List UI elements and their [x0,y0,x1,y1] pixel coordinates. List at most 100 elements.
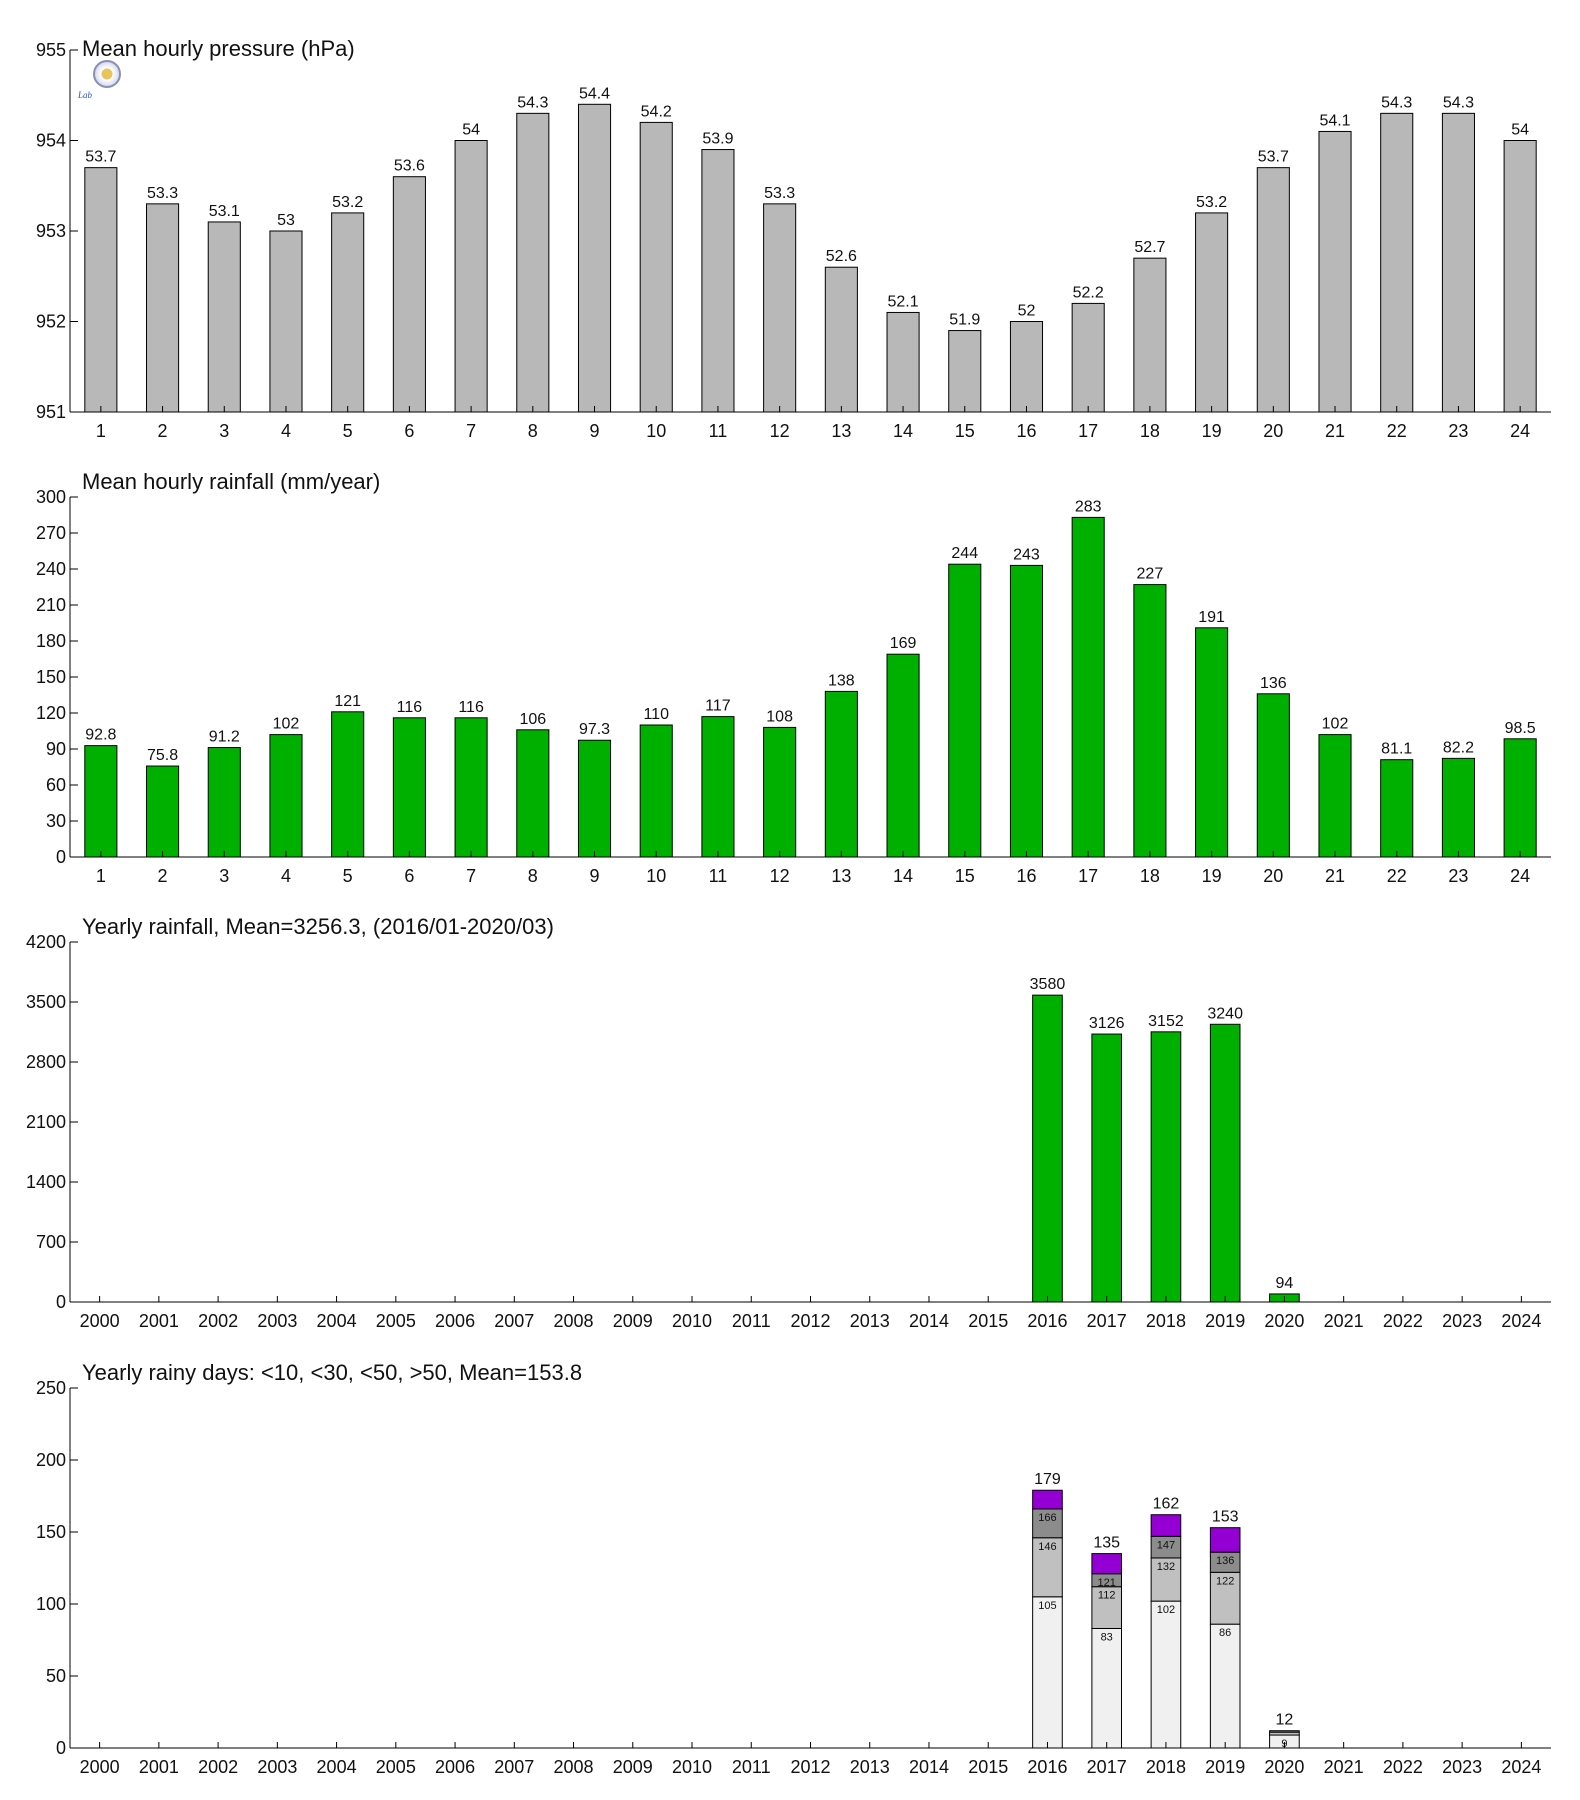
rainy-days-segment-label: 132 [1157,1561,1175,1573]
pressure-bar [824,266,858,413]
pressure-data-label: 54.3 [1443,94,1474,111]
hourly-rain-bar [207,747,241,858]
hourly-rain-data-label: 92.8 [85,727,116,744]
yearly-rain-data-label: 3152 [1148,1013,1184,1030]
rainy-days-xtick-label: 2010 [672,1757,712,1777]
rainy-days-segment [1032,1508,1063,1539]
pressure-data-label: 52.7 [1134,239,1165,256]
hourly-rain-data-label: 169 [890,635,917,652]
yearly-rain-xtick-label: 2021 [1324,1311,1364,1331]
hourly-rain-data-label: 116 [458,699,484,716]
pressure-xtick-label: 8 [528,421,538,441]
hourly-rain-ytick-label: 60 [46,775,66,795]
pressure-xtick-label: 20 [1263,421,1283,441]
pressure-ytick-label: 952 [36,312,66,332]
yearly-rain-xtick-label: 2004 [317,1311,357,1331]
pressure-bar [639,121,673,413]
rainy-days-xtick-label: 2024 [1501,1757,1541,1777]
hourly-rain-xtick-label: 10 [646,866,666,886]
pressure-data-label: 54.3 [1381,94,1412,111]
pressure-data-label: 53.2 [1196,194,1227,211]
hourly-rain-xtick-label: 2 [158,866,168,886]
yearly-rain-ytick-label: 1400 [26,1172,66,1192]
yearly-rain-data-label: 94 [1276,1275,1294,1292]
pressure-data-label: 53.3 [764,185,795,202]
hourly-rain-ytick-label: 0 [56,847,66,867]
hourly-rain-ytick-label: 180 [36,631,66,651]
pressure-xtick-label: 4 [281,421,291,441]
yearly-rain-xtick-label: 2009 [613,1311,653,1331]
yearly-rain-bar [1032,994,1063,1303]
hourly-rain-data-label: 191 [1198,609,1225,626]
hourly-rain-xtick-label: 14 [893,866,913,886]
pressure-data-label: 52.2 [1073,284,1104,301]
hourly-rain-bar [1256,693,1290,858]
pressure-xtick-label: 15 [955,421,975,441]
pressure-data-label: 53.1 [209,203,240,220]
rainy-days-xtick-label: 2004 [317,1757,357,1777]
hourly-rain-xtick-label: 23 [1448,866,1468,886]
yearly-rain-bar [1091,1033,1123,1303]
pressure-bar [146,203,180,413]
pressure-data-label: 53.7 [85,149,116,166]
rainy-days-xtick-label: 2018 [1146,1757,1186,1777]
yearly-rain-xtick-label: 2020 [1264,1311,1304,1331]
pressure-data-label: 54 [462,122,480,139]
pressure-xtick-label: 3 [219,421,229,441]
hourly-rain-bar [701,716,735,858]
hourly-rain-xtick-label: 18 [1140,866,1160,886]
pressure-bar [269,230,303,413]
rainy-days-segment-label: 122 [1216,1575,1234,1587]
rainy-days-segment-label: 83 [1101,1631,1113,1643]
rainy-days-xtick-label: 2013 [850,1757,890,1777]
yearly-rain-xtick-label: 2012 [790,1311,830,1331]
hourly-rain-xtick-label: 13 [831,866,851,886]
hourly-rain-xtick-label: 19 [1202,866,1222,886]
yearly-rain-xtick-label: 2001 [139,1311,179,1331]
hourly-rain-xtick-label: 3 [219,866,229,886]
hourly-rain-xtick-label: 6 [404,866,414,886]
hourly-rain-bar [454,717,488,858]
pressure-xtick-label: 23 [1448,421,1468,441]
hourly-rain-xtick-label: 7 [466,866,476,886]
rainy-days-xtick-label: 2011 [732,1757,771,1777]
rainy-days-total-label: 135 [1093,1535,1120,1552]
rainy-days-segment-label: 147 [1157,1539,1175,1551]
yearly-rain-xtick-label: 2022 [1383,1311,1423,1331]
yearly-rain-xtick-label: 2023 [1442,1311,1482,1331]
pressure-bar [1009,321,1044,413]
yearly-rain-xtick-label: 2014 [909,1311,949,1331]
hourly-rain-data-label: 283 [1075,498,1102,515]
yearly-rain-ytick-label: 4200 [26,932,66,952]
pressure-bar [454,140,488,413]
yearly-rain-xtick-label: 2018 [1146,1311,1186,1331]
pressure-data-label: 53 [277,212,295,229]
hourly-rain-data-label: 97.3 [579,721,610,738]
rainy-days-segment-label: 105 [1038,1600,1056,1612]
yearly-rain-ytick-label: 700 [36,1232,66,1252]
hourly-rain-bar [1318,734,1352,858]
yearly-rain-xtick-label: 2000 [80,1311,120,1331]
pressure-bar [763,203,797,413]
yearly-rain-xtick-label: 2013 [850,1311,890,1331]
pressure-xtick-label: 19 [1202,421,1222,441]
hourly-rain-bar [886,653,920,858]
hourly-rain-xtick-label: 15 [955,866,975,886]
pressure-bar [577,103,612,413]
yearly-rain-xtick-label: 2005 [376,1311,416,1331]
hourly-rain-xtick-label: 17 [1078,866,1098,886]
hourly-rain-bar [1009,564,1044,858]
hourly-rain-bar [1133,584,1167,858]
hourly-rain-data-label: 138 [828,672,855,689]
rainy-days-xtick-label: 2000 [80,1757,120,1777]
pressure-bar [1256,167,1290,413]
yearly-rain-xtick-label: 2008 [554,1311,594,1331]
pressure-data-label: 54 [1511,122,1529,139]
rainy-days-total-label: 179 [1034,1471,1061,1488]
pressure-data-label: 53.6 [394,158,425,175]
hourly-rain-data-label: 116 [397,699,423,716]
yearly-rain-title: Yearly rainfall, Mean=3256.3, (2016/01-2… [82,914,554,939]
pressure-bar [1318,130,1352,413]
pressure-xtick-label: 21 [1325,421,1345,441]
